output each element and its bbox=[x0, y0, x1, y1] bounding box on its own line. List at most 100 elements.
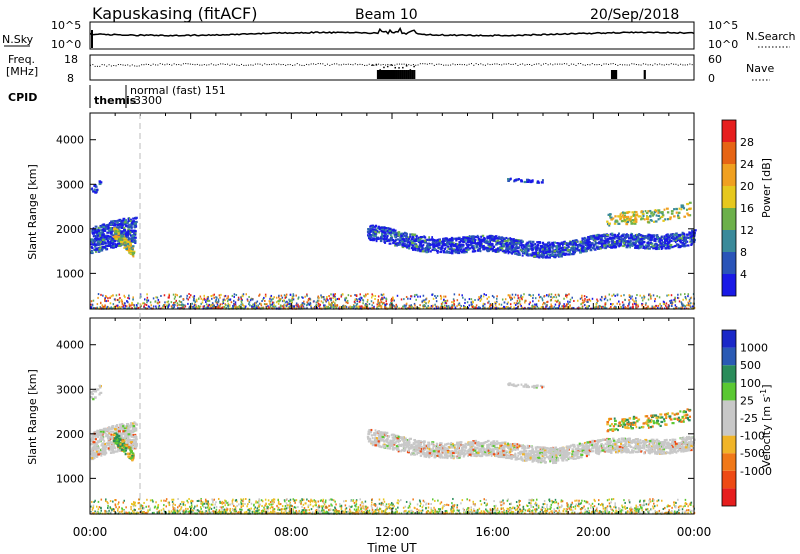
ground-scatter-cell bbox=[112, 307, 114, 310]
scatter-cell bbox=[659, 242, 663, 245]
ground-scatter-cell bbox=[355, 304, 357, 307]
ground-scatter-cell bbox=[534, 303, 536, 306]
scatter-cell bbox=[615, 235, 619, 238]
ground-scatter-cell bbox=[628, 303, 630, 306]
ground-scatter-cell bbox=[565, 296, 568, 299]
ground-scatter-cell bbox=[383, 306, 386, 309]
ground-scatter-cell bbox=[241, 299, 243, 302]
freq-dot bbox=[454, 64, 456, 66]
scatter-cell bbox=[94, 238, 99, 241]
scatter-cell bbox=[94, 191, 98, 194]
freq-dot bbox=[482, 64, 484, 66]
scatter-cell bbox=[620, 212, 623, 215]
scatter-cell bbox=[495, 250, 499, 253]
ground-scatter-cell bbox=[110, 306, 113, 309]
ground-scatter-cell bbox=[513, 296, 516, 299]
ground-scatter-cell bbox=[347, 294, 350, 297]
scatter-cell bbox=[425, 246, 428, 250]
ground-scatter-cell bbox=[181, 306, 184, 309]
ground-scatter-cell bbox=[520, 295, 522, 298]
freq-dot bbox=[220, 63, 222, 65]
scatter-cell bbox=[630, 222, 634, 225]
ground-scatter-cell bbox=[531, 305, 534, 308]
ground-scatter-cell bbox=[146, 296, 149, 299]
scatter-cell bbox=[534, 243, 537, 246]
ground-scatter-cell bbox=[222, 302, 225, 305]
scatter-cell bbox=[566, 242, 570, 245]
scatter-cell bbox=[635, 220, 638, 223]
scatter-cell bbox=[680, 233, 684, 236]
ground-scatter-cell bbox=[584, 297, 586, 300]
ground-scatter-cell bbox=[452, 301, 455, 304]
scatter-cell bbox=[471, 235, 475, 239]
ground-scatter-cell bbox=[195, 298, 198, 301]
ground-scatter-cell bbox=[525, 299, 527, 302]
ground-scatter-cell bbox=[233, 293, 236, 296]
ground-scatter-cell bbox=[431, 305, 434, 308]
ground-scatter-cell bbox=[117, 307, 120, 310]
scatter-cell bbox=[445, 243, 449, 246]
ground-scatter-cell bbox=[300, 304, 302, 307]
scatter-cell bbox=[604, 244, 608, 247]
scatter-cell bbox=[606, 234, 610, 237]
ground-scatter-cell bbox=[678, 307, 680, 310]
scatter-cell bbox=[117, 235, 120, 238]
ground-scatter-cell bbox=[523, 293, 525, 296]
ground-scatter-cell bbox=[464, 298, 466, 301]
scatter-cell bbox=[101, 231, 105, 234]
ground-scatter-cell bbox=[358, 298, 360, 301]
ground-scatter-cell bbox=[588, 298, 591, 301]
scatter-cell bbox=[559, 249, 562, 252]
ground-scatter-cell bbox=[581, 306, 583, 309]
scatter-cell bbox=[442, 251, 445, 254]
ground-scatter-cell bbox=[224, 299, 226, 302]
scatter-cell bbox=[584, 246, 587, 250]
ground-scatter-cell bbox=[194, 304, 196, 307]
scatter-cell bbox=[581, 242, 585, 245]
freq-dot bbox=[447, 64, 449, 66]
ground-scatter-cell bbox=[261, 300, 263, 303]
ground-scatter-cell bbox=[248, 303, 250, 306]
ground-scatter-cell bbox=[478, 296, 480, 299]
scatter-cell bbox=[466, 244, 470, 247]
scatter-cell bbox=[663, 208, 666, 211]
ground-scatter-cell bbox=[586, 305, 588, 308]
scatter-cell bbox=[681, 241, 685, 245]
ground-scatter-cell bbox=[356, 300, 358, 303]
scatter-cell bbox=[527, 245, 531, 248]
scatter-cell bbox=[610, 232, 614, 235]
scatter-cell bbox=[693, 231, 696, 234]
freq-dot bbox=[352, 64, 354, 66]
scatter-cell bbox=[120, 240, 123, 244]
ground-scatter-cell bbox=[269, 303, 272, 306]
scatter-cell bbox=[572, 240, 574, 243]
ground-scatter-cell bbox=[461, 294, 463, 297]
scatter-cell bbox=[410, 247, 414, 250]
scatter-cell bbox=[495, 248, 498, 251]
scatter-cell bbox=[91, 230, 94, 233]
scatter-cell bbox=[569, 248, 572, 252]
ground-scatter-cell bbox=[641, 304, 643, 307]
ground-scatter-cell bbox=[226, 297, 228, 300]
ground-scatter-cell bbox=[390, 302, 392, 305]
ground-scatter-cell bbox=[589, 299, 592, 302]
scatter-cell bbox=[380, 228, 384, 231]
ground-scatter-cell bbox=[538, 296, 541, 299]
ground-scatter-cell bbox=[464, 301, 466, 304]
scatter-cell bbox=[91, 228, 94, 231]
ground-scatter-cell bbox=[257, 304, 259, 307]
ground-scatter-cell bbox=[163, 305, 166, 308]
scatter-cell bbox=[90, 243, 93, 246]
ground-scatter-cell bbox=[643, 294, 645, 297]
freq-bar bbox=[397, 70, 400, 79]
ground-scatter-cell bbox=[556, 307, 558, 310]
ground-scatter-cell bbox=[405, 304, 407, 307]
scatter-cell bbox=[683, 243, 686, 246]
scatter-cell bbox=[401, 245, 405, 249]
scatter-cell bbox=[617, 232, 620, 235]
ground-scatter-cell bbox=[596, 301, 598, 304]
ground-scatter-cell bbox=[681, 306, 684, 309]
scatter-cell bbox=[454, 242, 457, 246]
freq-bar bbox=[405, 70, 408, 79]
scatter-cell bbox=[674, 233, 678, 237]
